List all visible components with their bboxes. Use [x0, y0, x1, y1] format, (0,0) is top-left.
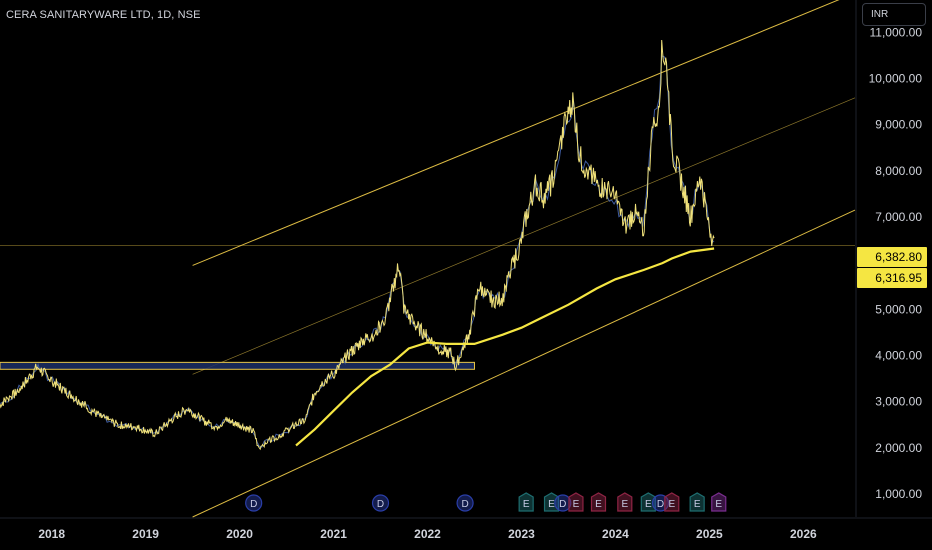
dividend-marker[interactable]: D: [371, 494, 390, 512]
channel-line-3: [192, 209, 856, 518]
event-label: E: [621, 499, 628, 510]
event-label: D: [250, 499, 257, 510]
earnings-marker[interactable]: E: [664, 492, 680, 512]
earnings-marker[interactable]: E: [689, 492, 705, 512]
x-tick-label: 2021: [320, 527, 347, 541]
dividend-marker[interactable]: D: [245, 494, 263, 512]
event-label: E: [573, 499, 580, 510]
price-tag-label: 6,382.80: [875, 250, 922, 264]
chart-title: CERA SANITARYWARE LTD, 1D, NSE: [6, 9, 201, 21]
moving-average-line: [295, 247, 715, 447]
y-tick-label: 5,000.00: [875, 302, 922, 316]
event-label: D: [657, 499, 664, 510]
channel-line-1: [192, 0, 840, 266]
x-tick-label: 2025: [696, 527, 723, 541]
x-tick-label: 2022: [414, 527, 441, 541]
y-tick-label: 7,000.00: [875, 210, 922, 224]
event-label: E: [595, 499, 602, 510]
y-tick-label: 11,000.00: [870, 25, 923, 39]
price-tag-1: [857, 247, 927, 267]
y-tick-label: 8,000.00: [875, 164, 922, 178]
currency-selector[interactable]: INR: [862, 3, 926, 26]
price-tag-2: [857, 268, 927, 288]
y-tick-label: 2,000.00: [875, 441, 922, 455]
price-tag-label: 6,316.95: [875, 271, 922, 285]
event-label: E: [694, 499, 701, 510]
event-label: E: [645, 499, 652, 510]
earnings-marker[interactable]: E: [711, 492, 727, 512]
event-label: D: [377, 499, 384, 510]
y-tick-label: 9,000.00: [875, 118, 922, 132]
channel-line-2: [192, 97, 856, 375]
event-label: E: [548, 499, 555, 510]
x-tick-label: 2019: [132, 527, 159, 541]
y-tick-label: 4,000.00: [875, 348, 922, 362]
earnings-marker[interactable]: E: [640, 492, 656, 512]
x-tick-label: 2026: [790, 527, 817, 541]
y-tick-label: 1,000.00: [875, 487, 922, 501]
price-series: [0, 39, 715, 451]
event-label: E: [668, 499, 675, 510]
event-label: D: [461, 499, 468, 510]
event-label: E: [523, 499, 530, 510]
earnings-marker[interactable]: E: [568, 492, 584, 512]
y-tick-label: 3,000.00: [875, 395, 922, 409]
x-tick-label: 2024: [602, 527, 629, 541]
earnings-marker[interactable]: E: [590, 492, 607, 512]
dividend-marker[interactable]: D: [456, 494, 474, 512]
earnings-marker[interactable]: E: [617, 492, 633, 512]
x-tick-label: 2020: [226, 527, 253, 541]
x-tick-label: 2023: [508, 527, 535, 541]
y-tick-label: 10,000.00: [869, 71, 923, 85]
dividend-marker[interactable]: D: [554, 494, 572, 512]
event-label: D: [559, 499, 566, 510]
earnings-marker[interactable]: E: [518, 492, 534, 512]
support-zone: [0, 361, 475, 370]
event-label: E: [715, 499, 722, 510]
x-tick-label: 2018: [38, 527, 65, 541]
